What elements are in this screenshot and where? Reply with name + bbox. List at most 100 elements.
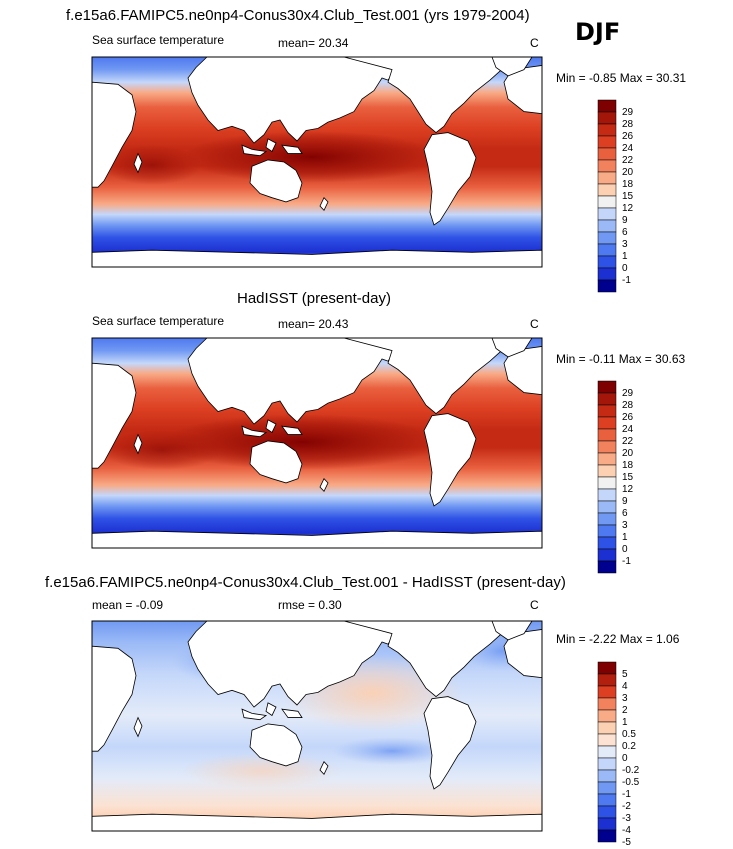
panel3-title: f.e15a6.FAMIPC5.ne0np4-Conus30x4.Club_Te… <box>45 574 566 591</box>
colorbar-tick-label: 24 <box>622 424 634 435</box>
colorbar-tick-label: 1 <box>622 251 628 262</box>
colorbar-tick-label: 29 <box>622 107 634 118</box>
colorbar-swatch <box>597 255 617 269</box>
panel3-map <box>91 620 543 832</box>
colorbar-swatch <box>597 793 617 807</box>
colorbar-swatch <box>597 207 617 221</box>
colorbar-tick-label: 24 <box>622 143 634 154</box>
colorbar-swatch <box>597 392 617 406</box>
colorbar-swatch <box>597 464 617 478</box>
colorbar-tick-label: 6 <box>622 508 628 519</box>
colorbar-tick-label: 6 <box>622 227 628 238</box>
colorbar-tick-label: 5 <box>622 669 628 680</box>
colorbar-swatch <box>597 219 617 233</box>
colorbar-swatch <box>597 279 617 293</box>
colorbar-swatch <box>597 452 617 466</box>
colorbar-tick-label: 18 <box>622 460 634 471</box>
colorbar-swatch <box>597 171 617 185</box>
colorbar-tick-label: 26 <box>622 131 634 142</box>
colorbar-tick-label: -1 <box>622 789 631 800</box>
colorbar-swatch <box>597 661 617 675</box>
panel1-minmax: Min = -0.85 Max = 30.31 <box>556 71 687 85</box>
colorbar-tick-label: 0.5 <box>622 729 636 740</box>
colorbar-tick-label: -1 <box>622 275 631 286</box>
colorbar-swatch <box>597 111 617 125</box>
colorbar-tick-label: 28 <box>622 400 634 411</box>
panel2-mean-label: mean= 20.43 <box>278 317 349 331</box>
panel1-variable-label: Sea surface temperature <box>92 33 225 47</box>
panel1-mean-label: mean= 20.34 <box>278 36 349 50</box>
colorbar-swatch <box>597 123 617 137</box>
colorbar-tick-label: -3 <box>622 813 631 824</box>
colorbar-swatch <box>597 500 617 514</box>
colorbar-tick-label: 29 <box>622 388 634 399</box>
colorbar-tick-label: -0.5 <box>622 777 640 788</box>
panel2-variable-label: Sea surface temperature <box>92 314 225 328</box>
colorbar-tick-label: 3 <box>622 520 628 531</box>
colorbar-tick-label: 9 <box>622 496 628 507</box>
colorbar-tick-label: 0 <box>622 263 628 274</box>
colorbar-swatch <box>597 195 617 209</box>
colorbar-tick-label: -1 <box>622 556 631 567</box>
colorbar-tick-label: 3 <box>622 239 628 250</box>
season-label: DJF <box>575 18 621 46</box>
colorbar-swatch <box>597 673 617 687</box>
colorbar-swatch <box>597 697 617 711</box>
colorbar-swatch <box>597 416 617 430</box>
colorbar-swatch <box>597 488 617 502</box>
panel3-units: C <box>530 598 539 612</box>
colorbar-swatch <box>597 757 617 771</box>
colorbar-swatch <box>597 685 617 699</box>
colorbar-swatch <box>597 440 617 454</box>
colorbar-tick-label: 28 <box>622 119 634 130</box>
panel1-map <box>91 56 543 268</box>
colorbar-tick-label: 15 <box>622 472 634 483</box>
colorbar-swatch <box>597 380 617 394</box>
colorbar-swatch <box>597 745 617 759</box>
colorbar-swatch <box>597 829 617 843</box>
colorbar-tick-label: 18 <box>622 179 634 190</box>
panel1-title: f.e15a6.FAMIPC5.ne0np4-Conus30x4.Club_Te… <box>66 7 530 24</box>
colorbar-swatch <box>597 733 617 747</box>
colorbar-tick-label: 3 <box>622 693 628 704</box>
colorbar-tick-label: 0.2 <box>622 741 636 752</box>
colorbar-swatch <box>597 99 617 113</box>
colorbar-tick-label: 22 <box>622 436 634 447</box>
panel1-units: C <box>530 36 539 50</box>
colorbar-tick-label: 12 <box>622 484 634 495</box>
colorbar-swatch <box>597 817 617 831</box>
colorbar-swatch <box>597 548 617 562</box>
colorbar-swatch <box>597 135 617 149</box>
colorbar-swatch <box>597 159 617 173</box>
colorbar-swatch <box>597 709 617 723</box>
colorbar-swatch <box>597 183 617 197</box>
colorbar-tick-label: 0 <box>622 753 628 764</box>
colorbar-tick-label: 22 <box>622 155 634 166</box>
colorbar-swatch <box>597 781 617 795</box>
colorbar-tick-label: -5 <box>622 837 631 848</box>
colorbar-swatch <box>597 512 617 526</box>
colorbar-swatch <box>597 721 617 735</box>
colorbar-tick-label: 1 <box>622 532 628 543</box>
colorbar-swatch <box>597 147 617 161</box>
colorbar-swatch <box>597 428 617 442</box>
colorbar-swatch <box>597 243 617 257</box>
colorbar-tick-label: 12 <box>622 203 634 214</box>
panel2-title: HadISST (present-day) <box>237 290 391 307</box>
colorbar-tick-label: 2 <box>622 705 628 716</box>
colorbar-tick-label: 4 <box>622 681 628 692</box>
colorbar-tick-label: 20 <box>622 167 634 178</box>
colorbar-swatch <box>597 476 617 490</box>
colorbar-tick-label: 9 <box>622 215 628 226</box>
panel3-minmax: Min = -2.22 Max = 1.06 <box>556 632 680 646</box>
colorbar-tick-label: -0.2 <box>622 765 640 776</box>
panel3-mean-label: mean = -0.09 <box>92 598 164 612</box>
colorbar-tick-label: 26 <box>622 412 634 423</box>
colorbar-tick-label: -2 <box>622 801 631 812</box>
colorbar-tick-label: -4 <box>622 825 631 836</box>
colorbar-tick-label: 20 <box>622 448 634 459</box>
